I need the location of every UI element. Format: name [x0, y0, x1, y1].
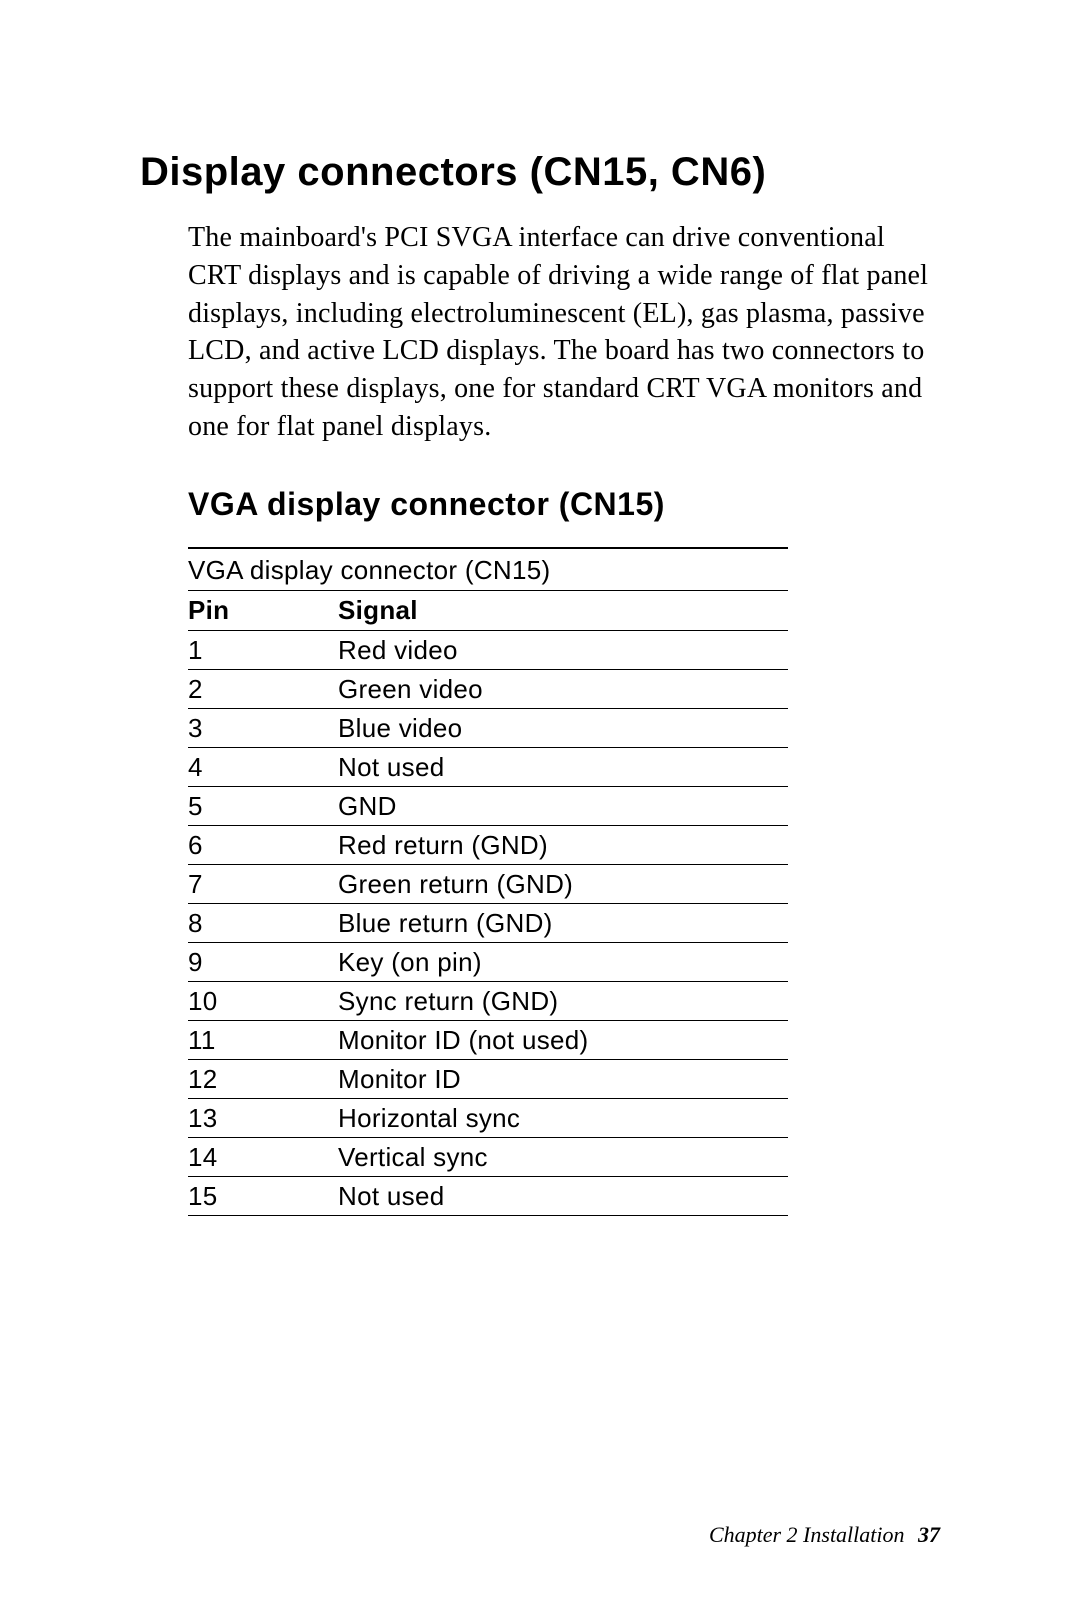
cell-signal: Red return (GND)	[338, 825, 788, 864]
table-caption: VGA display connector (CN15)	[188, 547, 788, 590]
table-row: 12Monitor ID	[188, 1059, 788, 1098]
table-row: 9Key (on pin)	[188, 942, 788, 981]
cell-pin: 10	[188, 981, 338, 1020]
table-row: 2Green video	[188, 669, 788, 708]
cell-signal: Green return (GND)	[338, 864, 788, 903]
cell-pin: 11	[188, 1020, 338, 1059]
pinout-table: Pin Signal 1Red video2Green video3Blue v…	[188, 590, 788, 1216]
table-row: 10Sync return (GND)	[188, 981, 788, 1020]
cell-signal: Horizontal sync	[338, 1098, 788, 1137]
table-row: 4Not used	[188, 747, 788, 786]
cell-signal: Not used	[338, 1176, 788, 1215]
cell-signal: Monitor ID (not used)	[338, 1020, 788, 1059]
cell-pin: 2	[188, 669, 338, 708]
cell-pin: 6	[188, 825, 338, 864]
table-header-pin: Pin	[188, 590, 338, 630]
table-row: 11Monitor ID (not used)	[188, 1020, 788, 1059]
cell-pin: 1	[188, 630, 338, 669]
cell-signal: Blue return (GND)	[338, 903, 788, 942]
table-header-signal: Signal	[338, 590, 788, 630]
cell-signal: Monitor ID	[338, 1059, 788, 1098]
table-row: 3Blue video	[188, 708, 788, 747]
cell-pin: 9	[188, 942, 338, 981]
page-heading: Display connectors (CN15, CN6)	[140, 150, 940, 195]
table-row: 1Red video	[188, 630, 788, 669]
cell-pin: 15	[188, 1176, 338, 1215]
cell-pin: 4	[188, 747, 338, 786]
cell-pin: 13	[188, 1098, 338, 1137]
cell-signal: GND	[338, 786, 788, 825]
cell-signal: Sync return (GND)	[338, 981, 788, 1020]
cell-pin: 14	[188, 1137, 338, 1176]
cell-pin: 5	[188, 786, 338, 825]
section-heading: VGA display connector (CN15)	[188, 486, 940, 523]
footer-chapter: Chapter 2 Installation	[709, 1522, 905, 1547]
cell-signal: Not used	[338, 747, 788, 786]
pinout-table-container: VGA display connector (CN15) Pin Signal …	[188, 547, 788, 1216]
cell-signal: Key (on pin)	[338, 942, 788, 981]
table-row: 15Not used	[188, 1176, 788, 1215]
cell-pin: 7	[188, 864, 338, 903]
table-row: 13Horizontal sync	[188, 1098, 788, 1137]
table-row: 7Green return (GND)	[188, 864, 788, 903]
table-row: 5GND	[188, 786, 788, 825]
table-row: 8Blue return (GND)	[188, 903, 788, 942]
table-row: 6Red return (GND)	[188, 825, 788, 864]
cell-pin: 8	[188, 903, 338, 942]
page-footer: Chapter 2 Installation 37	[709, 1522, 940, 1548]
table-row: 14Vertical sync	[188, 1137, 788, 1176]
cell-pin: 12	[188, 1059, 338, 1098]
intro-paragraph: The mainboard's PCI SVGA interface can d…	[188, 219, 940, 446]
footer-page-number: 37	[918, 1522, 940, 1547]
cell-signal: Vertical sync	[338, 1137, 788, 1176]
cell-pin: 3	[188, 708, 338, 747]
cell-signal: Green video	[338, 669, 788, 708]
cell-signal: Blue video	[338, 708, 788, 747]
cell-signal: Red video	[338, 630, 788, 669]
table-header-row: Pin Signal	[188, 590, 788, 630]
